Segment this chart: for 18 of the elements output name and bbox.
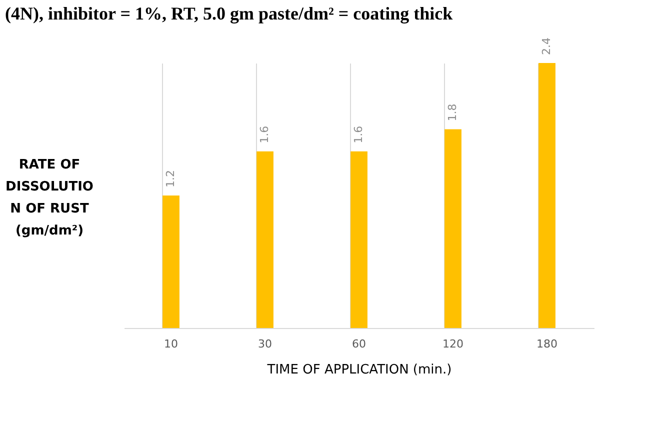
x-tick-label: 180 <box>536 338 558 350</box>
chart-title: (4N), inhibitor = 1%, RT, 5.0 gm paste/dm² = coating thick <box>5 4 453 24</box>
data-label: 1.8 <box>446 104 459 122</box>
x-tick-label: 120 <box>442 338 464 350</box>
x-tick-label: 10 <box>164 338 178 350</box>
bar <box>162 196 180 328</box>
x-tick-label: 60 <box>352 338 366 350</box>
bar <box>350 151 368 328</box>
x-axis-title: TIME OF APPLICATION (min.) <box>266 362 452 378</box>
data-label: 1.6 <box>258 126 271 144</box>
bar <box>256 151 274 328</box>
data-label: 2.4 <box>540 38 553 55</box>
bar <box>444 129 462 328</box>
data-label: 1.2 <box>164 170 177 188</box>
x-tick-label: 30 <box>258 338 272 350</box>
data-label: 1.6 <box>352 126 365 144</box>
bar <box>538 63 556 328</box>
y-axis-title: RATE OF DISSOLUTIO N OF RUST (gm/dm²) <box>6 158 94 238</box>
